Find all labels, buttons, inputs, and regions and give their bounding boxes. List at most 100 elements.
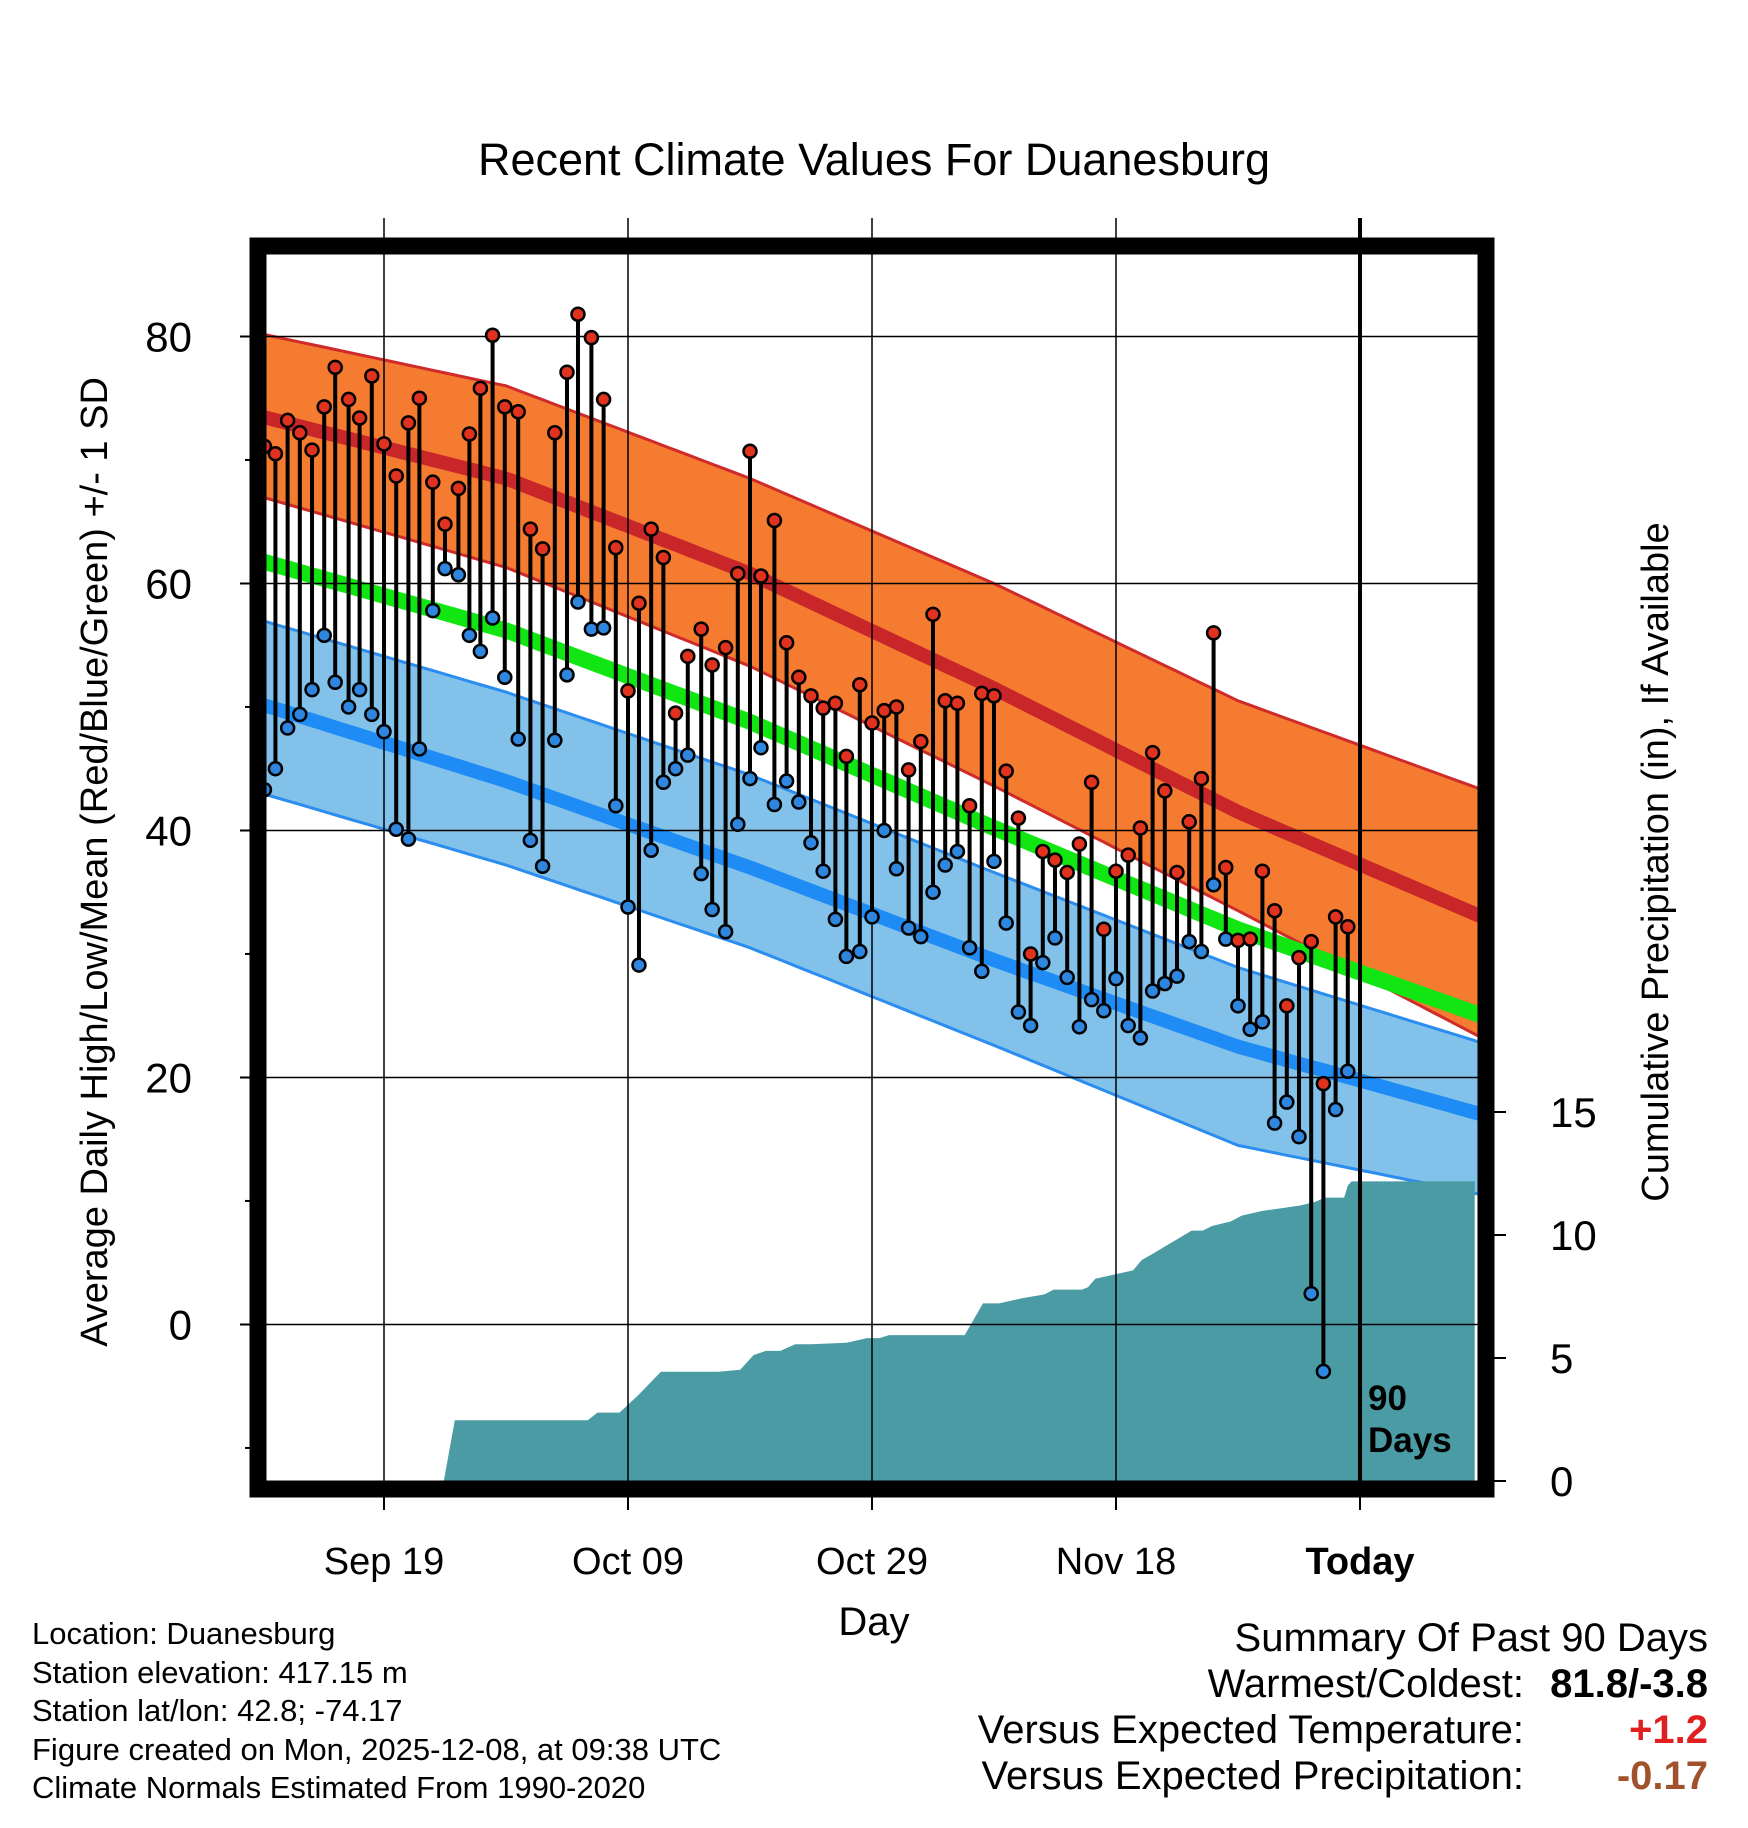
daily-high-point	[583, 329, 600, 346]
daily-low-point	[1096, 1003, 1112, 1019]
daily-high-point	[461, 426, 478, 442]
daily-low-point	[667, 760, 684, 777]
daily-low-point	[913, 928, 929, 945]
daily-high-point	[937, 693, 953, 709]
daily-high-point	[1047, 852, 1063, 868]
daily-marks	[262, 306, 1356, 1380]
daily-high-point	[1218, 859, 1234, 876]
daily-high-point	[961, 798, 978, 814]
daily-high-point	[340, 391, 357, 408]
daily-high-point	[838, 748, 855, 765]
location-text: Location: Duanesburg	[32, 1616, 336, 1651]
temp-anomaly-value: +1.2	[1629, 1708, 1708, 1752]
daily-high-point	[742, 443, 758, 460]
daily-high-point	[547, 425, 563, 441]
daily-low-point	[450, 567, 467, 583]
daily-high-point	[667, 705, 684, 721]
daily-high-point	[766, 512, 783, 529]
y2-tick-label: 15	[1550, 1089, 1597, 1136]
daily-high-point	[411, 390, 428, 406]
daily-high-point	[376, 436, 392, 452]
daily-high-point	[1340, 919, 1356, 935]
daily-high-point	[803, 688, 819, 704]
y-axis-label: Average Daily High/Low/Mean (Red/Blue/Gr…	[74, 377, 116, 1347]
daily-high-point	[425, 474, 441, 490]
daily-low-point	[717, 923, 734, 940]
daily-high-point	[680, 648, 696, 665]
daily-low-point	[1230, 998, 1246, 1014]
temp-anomaly-label: Versus Expected Temperature:	[977, 1708, 1524, 1752]
daily-low-point	[838, 948, 855, 965]
daily-low-point	[815, 863, 831, 879]
daily-low-point	[461, 627, 478, 644]
daily-high-point	[1157, 783, 1173, 799]
daily-high-point	[852, 676, 868, 693]
daily-high-point	[620, 683, 636, 699]
daily-high-point	[998, 763, 1014, 779]
daily-high-point	[304, 442, 320, 458]
summary-temp-row: Versus Expected Temperature: +1.2	[978, 1707, 1708, 1753]
daily-low-point	[1327, 1101, 1344, 1118]
daily-low-point	[351, 681, 368, 698]
daily-high-point	[534, 541, 551, 557]
daily-low-point	[425, 602, 441, 619]
daily-high-point	[1059, 864, 1075, 881]
daily-low-point	[1340, 1063, 1356, 1080]
daily-low-point	[1010, 1004, 1027, 1020]
daily-high-point	[631, 595, 647, 611]
daily-high-point	[1071, 836, 1088, 852]
daily-low-point	[643, 842, 659, 858]
daily-low-point	[937, 857, 953, 873]
daily-high-point	[1327, 909, 1344, 925]
daily-low-point	[376, 723, 392, 740]
daily-low-point	[876, 822, 892, 839]
daily-low-point	[1315, 1363, 1332, 1380]
daily-high-point	[327, 359, 343, 376]
summary-warmest-row: Warmest/Coldest: 81.8/-3.8	[978, 1661, 1708, 1707]
daily-low-point	[631, 957, 647, 973]
daily-low-point	[1144, 983, 1161, 999]
summary-title: Summary Of Past 90 Days	[1234, 1616, 1708, 1660]
today-days-label: Days	[1368, 1421, 1452, 1460]
daily-high-point	[864, 715, 880, 731]
daily-high-point	[1303, 933, 1319, 950]
daily-low-point	[364, 706, 380, 723]
daily-low-point	[559, 667, 575, 683]
daily-low-point	[1169, 968, 1185, 984]
daily-low-point	[1193, 943, 1210, 960]
today-days-number: 90	[1368, 1379, 1407, 1418]
daily-low-point	[388, 821, 404, 837]
daily-high-point	[791, 669, 807, 686]
daily-high-point	[1181, 814, 1197, 830]
daily-low-point	[803, 835, 819, 851]
daily-high-point	[900, 762, 917, 778]
daily-low-point	[620, 899, 636, 915]
daily-low-point	[998, 915, 1014, 931]
daily-low-point	[472, 643, 489, 660]
daily-high-point	[986, 688, 1002, 704]
daily-high-point	[1096, 921, 1112, 937]
daily-low-point	[534, 858, 551, 875]
daily-low-point	[1059, 969, 1075, 986]
daily-low-point	[1205, 877, 1222, 893]
daily-low-point	[570, 594, 586, 610]
daily-high-point	[608, 539, 624, 556]
daily-high-point	[949, 695, 966, 711]
daily-low-point	[1266, 1115, 1283, 1131]
daily-high-point	[351, 410, 368, 426]
daily-low-point	[267, 760, 284, 777]
daily-low-point	[327, 674, 343, 690]
daily-high-point	[1242, 931, 1258, 947]
daily-low-point	[986, 853, 1002, 870]
daily-low-point	[742, 770, 758, 787]
daily-high-point	[400, 415, 417, 431]
daily-low-point	[1303, 1285, 1319, 1302]
daily-low-point	[925, 884, 941, 900]
daily-high-point	[267, 446, 284, 462]
daily-low-point	[316, 627, 332, 644]
daily-high-point	[1083, 774, 1100, 791]
daily-low-point	[608, 798, 624, 814]
station-info: Location: Duanesburg Station elevation: …	[32, 1615, 721, 1808]
